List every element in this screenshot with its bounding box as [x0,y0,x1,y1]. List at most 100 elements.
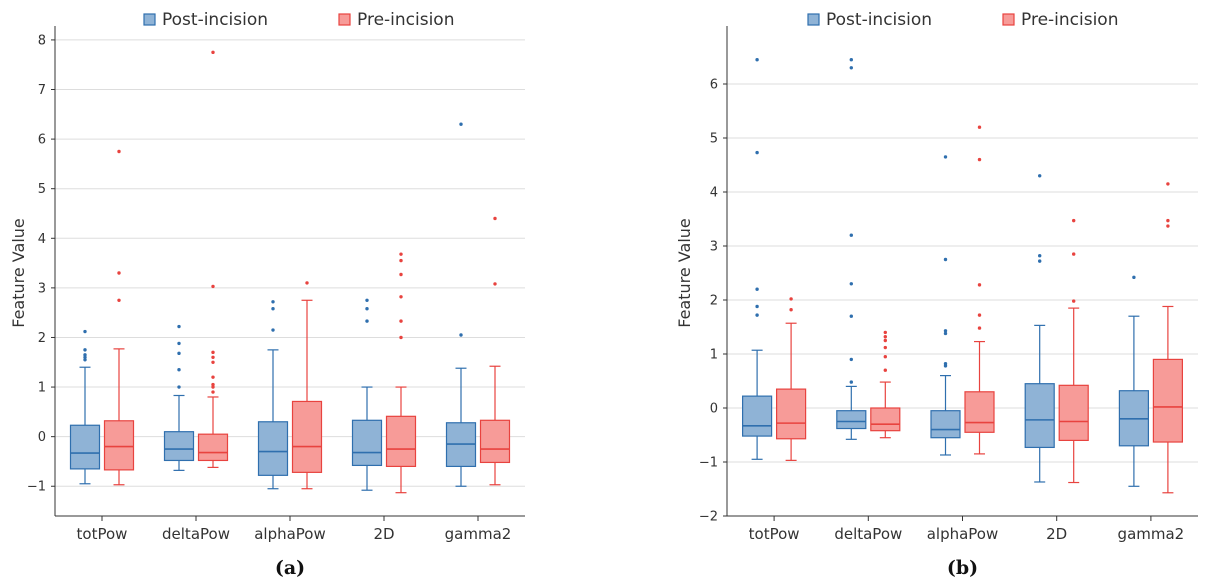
outlier-point [1072,299,1076,303]
box-iqr [964,391,995,433]
outlier-point [83,348,87,352]
outlier-point [1038,174,1042,178]
outlier-point [883,330,887,335]
outlier-point [849,380,853,384]
y-tick-label: 7 [38,83,46,98]
outlier-point [977,283,982,287]
outlier-point [849,233,853,237]
y-tick-label: 3 [710,240,718,255]
outlier-point [459,333,463,337]
box-iqr [930,410,961,439]
box-pre-gamma2 [1152,182,1184,494]
outlier-point [271,300,275,304]
outlier-point [755,58,759,62]
outlier-point [755,287,759,291]
outlier-point [883,338,887,343]
x-tick-label-deltaPow: deltaPow [162,525,230,543]
legend-swatch-pre [1002,13,1015,26]
box-post-alphaPow [257,300,289,490]
outlier-point [211,375,215,379]
outlier-point [365,307,369,311]
box-iqr [385,415,417,468]
outlier-point [883,355,887,359]
y-tick-label: 2 [710,294,718,309]
outlier-point [459,122,463,126]
box-iqr [741,395,773,437]
box-post-gamma2 [1118,275,1150,487]
outlier-point [177,385,181,389]
panel-caption: (b) [947,557,978,579]
outlier-point [83,355,87,360]
y-tick-label: 5 [710,132,718,147]
y-tick-label: 8 [38,33,46,48]
outlier-point [83,329,87,334]
outlier-point [789,308,793,312]
y-tick-label: 3 [38,281,46,296]
box-iqr [69,424,101,470]
box-post-alphaPow [930,155,961,456]
outlier-point [177,351,181,356]
outlier-point [399,319,403,323]
x-tick-label-gamma2: gamma2 [445,525,512,543]
legend-label-post: Post-incision [162,10,268,30]
outlier-point [849,357,853,362]
outlier-point [211,355,215,360]
y-tick-label: 5 [38,182,46,197]
box-post-deltaPow [163,324,195,471]
outlier-point [211,360,215,364]
outlier-point [211,385,215,389]
box-pre-totPow [103,149,135,486]
outlier-point [117,298,121,302]
outlier-point [755,304,759,309]
outlier-point [83,353,87,357]
outlier-point [399,252,403,256]
outlier-point [1072,252,1076,256]
y-tick-label: −1 [27,480,46,495]
outlier-point [83,358,87,362]
y-tick-label: 2 [38,331,46,346]
outlier-point [271,328,275,332]
y-tick-label: 6 [38,133,46,148]
box-post-gamma2 [445,122,477,487]
box-iqr [257,421,289,476]
outlier-point [1166,224,1170,228]
outlier-point [399,258,403,263]
legend-swatch-post [807,13,820,26]
box-iqr [836,410,867,430]
outlier-point [1166,182,1170,186]
panel-caption: (a) [275,557,305,579]
outlier-point [977,125,982,129]
y-tick-label: −2 [699,510,718,525]
box-iqr [1058,384,1089,442]
outlier-point [211,50,215,55]
outlier-point [977,157,982,162]
box-iqr [775,388,807,440]
box-post-totPow [69,329,101,485]
x-tick-label-2D: 2D [373,525,394,543]
outlier-point [177,324,181,329]
legend-swatch-post [143,13,156,26]
outlier-point [943,362,948,366]
box-pre-2D [1058,218,1089,484]
box-iqr [479,419,511,464]
outlier-point [493,282,497,286]
y-tick-label: 4 [38,232,46,247]
y-tick-label: 0 [38,430,46,445]
x-tick-label-gamma2: gamma2 [1118,525,1185,543]
box-post-2D [1024,174,1055,483]
outlier-point [365,298,369,302]
box-post-2D [351,298,383,491]
outlier-point [1038,254,1042,258]
box-pre-alphaPow [964,125,995,455]
box-post-totPow [741,58,773,460]
outlier-point [493,216,497,221]
outlier-point [1132,275,1136,280]
outlier-point [177,341,181,346]
outlier-point [365,319,369,323]
box-pre-2D [385,252,417,494]
outlier-point [117,149,121,154]
outlier-point [883,335,887,339]
outlier-point [943,329,948,333]
outlier-point [789,297,793,301]
